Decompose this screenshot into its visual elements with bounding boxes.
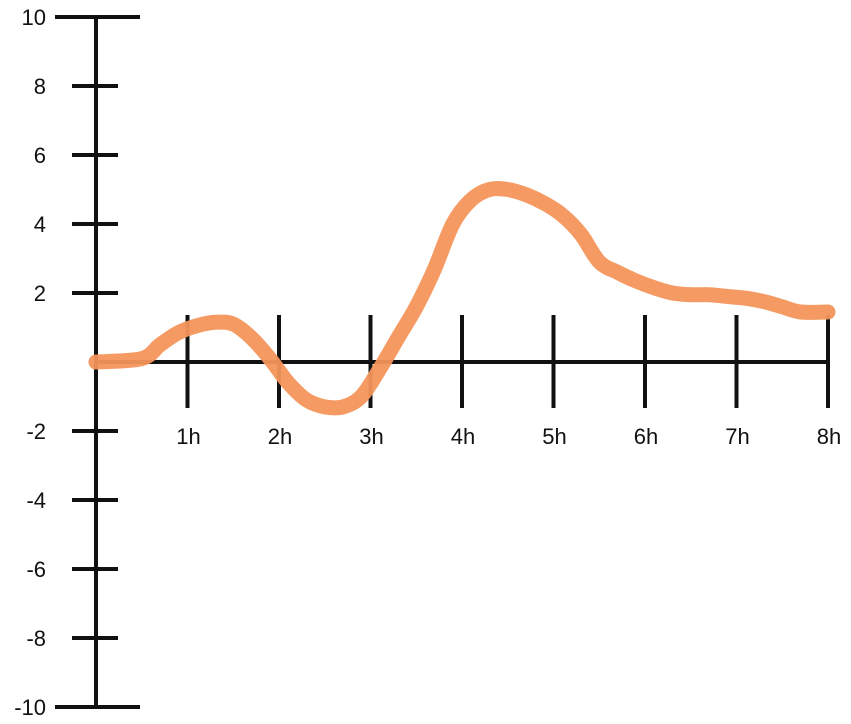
y-tick-label: 10 bbox=[22, 5, 46, 30]
series-line bbox=[88, 181, 836, 416]
x-tick-label: 1h bbox=[176, 424, 200, 449]
x-axis: 1h 2h 3h 4h 5h 6h 7h 8h bbox=[96, 315, 841, 449]
x-tick-label: 6h bbox=[634, 424, 658, 449]
x-tick-label: 5h bbox=[542, 424, 566, 449]
series-layer bbox=[88, 181, 836, 416]
y-tick-label: -10 bbox=[14, 695, 46, 720]
x-tick-label: 7h bbox=[725, 424, 749, 449]
y-tick-label: 6 bbox=[34, 143, 46, 168]
y-tick-label: -4 bbox=[26, 488, 46, 513]
x-tick-label: 3h bbox=[359, 424, 383, 449]
x-tick-label: 8h bbox=[817, 424, 841, 449]
y-tick-label: 2 bbox=[34, 281, 46, 306]
y-tick-label: -8 bbox=[26, 626, 46, 651]
x-tick-label: 2h bbox=[268, 424, 292, 449]
x-tick-label: 4h bbox=[451, 424, 475, 449]
y-tick-label: 4 bbox=[34, 212, 46, 237]
y-tick-label: -2 bbox=[26, 419, 46, 444]
y-tick-label: 8 bbox=[34, 74, 46, 99]
y-tick-label: -6 bbox=[26, 557, 46, 582]
y-axis: 10 8 6 4 2 -2 -4 -6 -8 -10 bbox=[14, 5, 140, 720]
